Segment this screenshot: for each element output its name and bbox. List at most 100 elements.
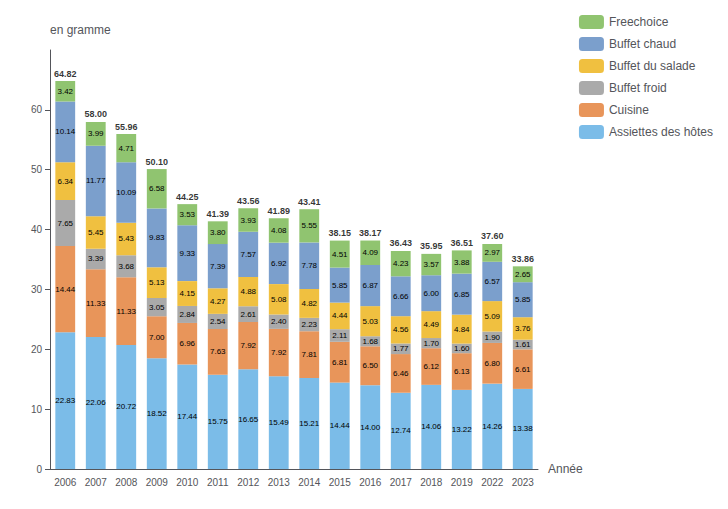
svg-text:6.80: 6.80 — [484, 359, 500, 368]
svg-text:44.25: 44.25 — [176, 192, 199, 202]
svg-text:2007: 2007 — [85, 477, 108, 488]
svg-text:38.15: 38.15 — [328, 228, 351, 238]
svg-text:11.77: 11.77 — [86, 176, 106, 185]
svg-text:36.51: 36.51 — [450, 238, 473, 248]
svg-text:5.85: 5.85 — [332, 281, 348, 290]
svg-text:5.09: 5.09 — [484, 312, 500, 321]
svg-text:6.58: 6.58 — [149, 184, 165, 193]
svg-text:2009: 2009 — [146, 477, 169, 488]
svg-text:Buffet du salade: Buffet du salade — [609, 59, 696, 73]
svg-text:5.85: 5.85 — [515, 295, 531, 304]
svg-text:6.57: 6.57 — [484, 277, 500, 286]
svg-text:2.23: 2.23 — [301, 320, 317, 329]
svg-text:7.39: 7.39 — [210, 262, 226, 271]
svg-text:3.42: 3.42 — [57, 87, 73, 96]
svg-text:58.00: 58.00 — [84, 109, 107, 119]
svg-text:50: 50 — [31, 164, 43, 175]
svg-text:36.43: 36.43 — [389, 238, 412, 248]
svg-text:4.56: 4.56 — [393, 325, 409, 334]
svg-text:10.14: 10.14 — [55, 127, 76, 136]
svg-text:7.57: 7.57 — [240, 250, 256, 259]
svg-text:13.22: 13.22 — [452, 425, 473, 434]
svg-text:6.12: 6.12 — [423, 362, 439, 371]
svg-text:3.68: 3.68 — [118, 262, 134, 271]
svg-text:20: 20 — [31, 344, 43, 355]
svg-text:10: 10 — [31, 404, 43, 415]
svg-text:60: 60 — [31, 104, 43, 115]
svg-text:7.92: 7.92 — [271, 348, 287, 357]
svg-text:11.33: 11.33 — [117, 307, 137, 316]
svg-text:1.70: 1.70 — [423, 339, 439, 348]
svg-text:4.15: 4.15 — [179, 289, 195, 298]
svg-text:5.08: 5.08 — [271, 295, 287, 304]
svg-text:2008: 2008 — [115, 477, 138, 488]
svg-text:4.44: 4.44 — [332, 311, 348, 320]
svg-text:22.06: 22.06 — [86, 398, 107, 407]
svg-text:14.44: 14.44 — [330, 421, 351, 430]
svg-text:6.46: 6.46 — [393, 369, 409, 378]
svg-text:41.89: 41.89 — [267, 206, 290, 216]
svg-text:1.90: 1.90 — [484, 333, 500, 342]
svg-text:3.57: 3.57 — [423, 260, 439, 269]
svg-text:0: 0 — [36, 464, 42, 475]
svg-text:3.99: 3.99 — [88, 129, 104, 138]
svg-text:6.13: 6.13 — [454, 367, 470, 376]
svg-text:2.84: 2.84 — [179, 310, 195, 319]
svg-text:2023: 2023 — [512, 477, 535, 488]
svg-text:13.38: 13.38 — [513, 424, 534, 433]
svg-text:6.81: 6.81 — [332, 358, 348, 367]
svg-text:Buffet chaud: Buffet chaud — [609, 37, 676, 51]
svg-text:37.60: 37.60 — [481, 231, 504, 241]
svg-text:3.53: 3.53 — [179, 210, 195, 219]
svg-text:38.17: 38.17 — [359, 228, 382, 238]
svg-text:40: 40 — [31, 224, 43, 235]
svg-text:5.03: 5.03 — [362, 317, 378, 326]
svg-text:2.97: 2.97 — [484, 248, 500, 257]
svg-text:4.08: 4.08 — [271, 226, 287, 235]
svg-text:2015: 2015 — [329, 477, 352, 488]
svg-text:4.23: 4.23 — [393, 259, 409, 268]
svg-text:2012: 2012 — [237, 477, 260, 488]
svg-text:7.92: 7.92 — [240, 341, 256, 350]
svg-text:4.49: 4.49 — [423, 320, 439, 329]
svg-text:2017: 2017 — [390, 477, 413, 488]
svg-text:30: 30 — [31, 284, 43, 295]
svg-text:6.61: 6.61 — [515, 365, 531, 374]
svg-text:5.13: 5.13 — [149, 278, 165, 287]
svg-text:3.93: 3.93 — [240, 216, 256, 225]
svg-text:2018: 2018 — [420, 477, 443, 488]
svg-text:2022: 2022 — [481, 477, 504, 488]
svg-text:7.63: 7.63 — [210, 347, 226, 356]
svg-text:Cuisine: Cuisine — [609, 103, 649, 117]
svg-text:5.45: 5.45 — [88, 228, 104, 237]
svg-text:1.77: 1.77 — [393, 344, 409, 353]
svg-text:5.43: 5.43 — [118, 234, 134, 243]
svg-text:3.80: 3.80 — [210, 228, 226, 237]
svg-text:43.56: 43.56 — [237, 196, 260, 206]
svg-text:15.49: 15.49 — [269, 418, 290, 427]
svg-text:50.10: 50.10 — [145, 157, 168, 167]
svg-text:4.82: 4.82 — [301, 299, 317, 308]
svg-text:14.06: 14.06 — [421, 422, 442, 431]
svg-text:2013: 2013 — [268, 477, 291, 488]
svg-text:15.75: 15.75 — [208, 417, 229, 426]
svg-text:2019: 2019 — [451, 477, 474, 488]
svg-text:6.66: 6.66 — [393, 292, 409, 301]
svg-text:11.33: 11.33 — [86, 299, 106, 308]
svg-text:2.40: 2.40 — [271, 317, 287, 326]
svg-text:9.83: 9.83 — [149, 233, 165, 242]
svg-text:41.39: 41.39 — [206, 209, 229, 219]
svg-text:5.55: 5.55 — [301, 221, 317, 230]
svg-text:17.44: 17.44 — [177, 412, 198, 421]
svg-text:1.61: 1.61 — [515, 340, 531, 349]
svg-text:2.54: 2.54 — [210, 317, 226, 326]
svg-text:6.92: 6.92 — [271, 259, 287, 268]
svg-text:Année: Année — [548, 462, 583, 476]
svg-text:4.84: 4.84 — [454, 325, 470, 334]
svg-text:4.51: 4.51 — [332, 250, 348, 259]
svg-text:2010: 2010 — [176, 477, 199, 488]
svg-text:2014: 2014 — [298, 477, 321, 488]
svg-text:2006: 2006 — [54, 477, 77, 488]
svg-text:20.72: 20.72 — [116, 402, 137, 411]
svg-text:2016: 2016 — [359, 477, 382, 488]
